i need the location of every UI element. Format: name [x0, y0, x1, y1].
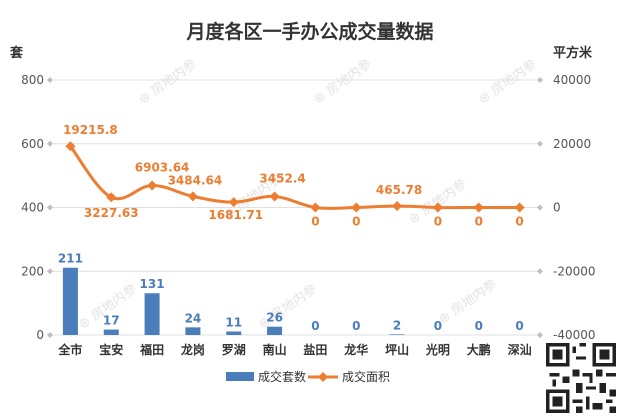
bar: [226, 331, 242, 335]
x-tick-label: 宝安: [99, 342, 123, 357]
bar: [267, 326, 283, 335]
line-value-label: 1681.71: [208, 208, 263, 222]
y-left-tick-marker: [47, 140, 53, 147]
bar-value-label: 211: [58, 252, 83, 266]
bar-value-label: 11: [225, 315, 242, 329]
line-value-label: 0: [475, 215, 483, 229]
y-right-tick-marker: [537, 332, 543, 338]
x-tick-label: 坪山: [385, 342, 409, 357]
x-tick-label: 罗湖: [222, 342, 246, 357]
y-right-tick-label: -40000: [553, 328, 596, 342]
y-right-unit: 平方米: [553, 45, 593, 61]
x-tick-label: 光明: [425, 342, 450, 357]
line-point: [187, 191, 198, 202]
y-left-tick-label: 600: [21, 137, 44, 151]
line-value-label: 6903.64: [135, 160, 190, 174]
watermark-text: ⊛ 房地内参: [256, 281, 320, 333]
line-point: [106, 192, 117, 203]
y-right-tick-label: 0: [553, 201, 561, 215]
x-tick-label: 龙岗: [181, 342, 205, 357]
y-right-tick-label: 20000: [553, 137, 591, 151]
legend-line-marker: [318, 372, 328, 382]
bar-value-label: 17: [103, 314, 120, 328]
y-left-tick-label: 800: [21, 73, 44, 87]
legend-bar-swatch: [226, 372, 254, 381]
bar-value-label: 26: [266, 311, 283, 325]
line-value-label: 0: [311, 215, 319, 229]
y-right-tick-marker: [537, 204, 543, 211]
line-value-label: 3452.4: [259, 171, 305, 185]
y-left-unit: 套: [9, 45, 24, 61]
line-point: [514, 202, 525, 213]
y-left-tick-label: 400: [21, 201, 44, 215]
chart-title: 月度各区一手办公成交量数据: [185, 20, 433, 43]
watermark-text: ⊛ 房地内参: [476, 56, 540, 108]
bar-value-label: 0: [311, 319, 319, 333]
line-point: [228, 197, 239, 208]
y-left-tick-label: 0: [36, 328, 44, 342]
line-value-label: 0: [434, 215, 442, 229]
bar: [389, 334, 405, 335]
x-tick-label: 龙华: [344, 342, 368, 357]
line-point: [65, 141, 76, 152]
bar-value-label: 131: [140, 277, 165, 291]
y-left-tick-marker: [47, 332, 53, 338]
bar: [103, 329, 119, 335]
legend-bar-label: 成交套数: [258, 369, 306, 384]
y-right-tick-marker: [537, 140, 543, 147]
y-right-tick-marker: [537, 268, 543, 275]
data-labels: 211 17 131 24 11 26 0 0 2 0 0 0 19215.8 3227.63 6903.6…: [58, 123, 524, 333]
bar-value-label: 0: [515, 319, 523, 333]
bar-value-label: 0: [434, 319, 442, 333]
line-point: [269, 191, 280, 202]
line-point: [147, 180, 158, 191]
bar-value-label: 24: [185, 311, 202, 325]
y-left-tick-marker: [47, 268, 53, 275]
legend: 成交套数 成交面积: [226, 369, 390, 384]
line-value-label: 3227.63: [84, 206, 139, 220]
line-point: [473, 202, 484, 213]
y-right-tick-label: 40000: [553, 73, 591, 87]
watermark-text: ⊛ 房地内参: [136, 56, 200, 108]
line-value-label: 465.78: [376, 183, 422, 197]
legend-line-label: 成交面积: [342, 369, 390, 384]
x-tick-label: 南山: [263, 342, 287, 357]
y-right-tick-marker: [537, 77, 543, 83]
bar-value-label: 0: [352, 319, 360, 333]
watermark-text: ⊛ 房地内参: [311, 56, 375, 108]
line-point: [392, 201, 403, 212]
line-value-label: 0: [515, 215, 523, 229]
line-point: [351, 202, 362, 213]
line-value-label: 0: [352, 215, 360, 229]
bar-value-label: 2: [393, 318, 401, 332]
line-point: [310, 202, 321, 213]
bar: [62, 267, 78, 335]
x-tick-label: 盐田: [303, 342, 327, 357]
y-right-tick-label: -20000: [553, 264, 596, 278]
x-tick-label: 福田: [139, 342, 164, 357]
bar: [185, 327, 201, 335]
x-tick-label: 深汕: [508, 342, 532, 357]
bar-value-label: 0: [475, 319, 483, 333]
line-value-label: 19215.8: [63, 123, 118, 137]
x-tick-label: 全市: [57, 342, 82, 357]
bar-series: [62, 267, 405, 335]
qr-code-icon: [546, 343, 616, 413]
bar: [144, 293, 160, 335]
y-left-tick-label: 200: [21, 264, 44, 278]
x-tick-label: 大鹏: [467, 342, 491, 357]
line-point: [432, 202, 443, 213]
y-left-tick-marker: [47, 77, 53, 83]
y-left-tick-marker: [47, 204, 53, 211]
watermark-text: ⊛ 房地内参: [436, 276, 500, 328]
line-series: [65, 141, 525, 213]
line-value-label: 3484.64: [168, 173, 223, 187]
